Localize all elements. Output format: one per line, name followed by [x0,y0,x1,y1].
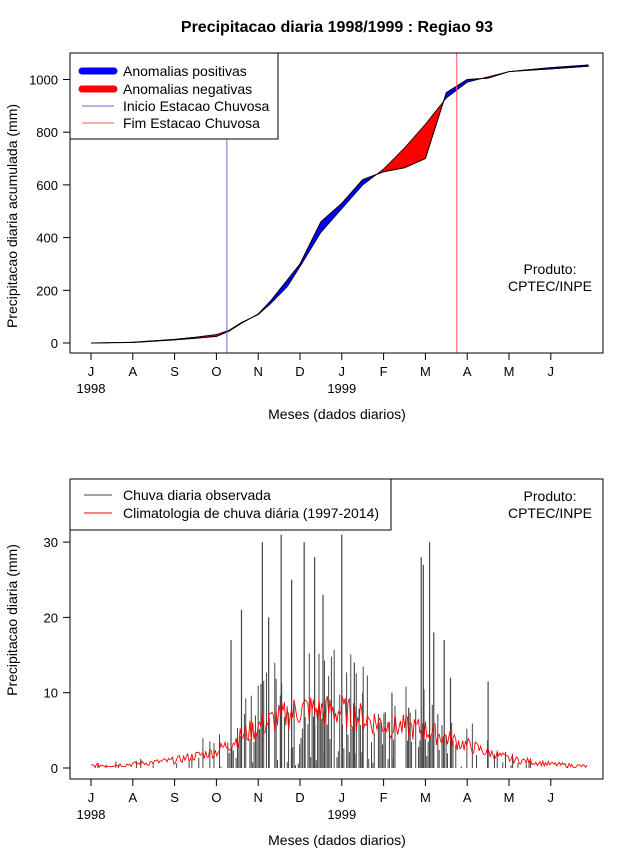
daily-rain-chart: 0 10 20 30 J A S O N D J F M A M J 1998 1999 Meses (dado… [4,478,604,848]
x-tick-label: A [128,790,137,805]
legend-top: Anomalias positivas Anomalias negativas … [69,52,279,140]
year-label: 1998 [77,381,106,396]
climatology-cumulative-line [90,65,589,344]
year-label: 1998 [77,807,106,822]
product-source-bottom: CPTEC/INPE [508,505,592,521]
product-source-top: CPTEC/INPE [508,278,592,294]
y-tick-label: 0 [51,761,58,776]
climatology-daily-line [90,695,588,769]
x-tick-label: N [254,790,263,805]
legend-bottom: Chuva diaria observada Climatologia de c… [69,478,392,531]
year-label: 1999 [327,381,356,396]
x-tick-label: J [548,790,555,805]
x-tick-label: D [295,790,304,805]
legend-box [69,52,279,140]
x-tick-label: J [88,364,95,379]
x-tick-label: J [88,790,95,805]
legend-end: Fim Estacao Chuvosa [123,115,260,131]
cumulative-chart: 0 200 400 600 800 1000 J A S O N D J F M A M J 1998 1999 M… [4,52,604,422]
x-tick-label: O [211,790,221,805]
x-tick-label: J [548,364,555,379]
y-tick-label: 30 [44,535,58,550]
y-tick-label: 20 [44,610,58,625]
chart-title: Precipitacao diaria 1998/1999 : Regiao 9… [181,19,493,36]
x-tick-label: F [380,364,388,379]
y-tick-label: 800 [36,125,58,140]
y-tick-label: 0 [51,336,58,351]
x-tick-label: A [463,790,472,805]
y-tick-label: 200 [36,283,58,298]
product-label-bottom: Produto: [524,488,577,504]
x-tick-label: M [504,364,515,379]
x-tick-label: A [128,364,137,379]
x-tick-label: J [339,364,346,379]
x-tick-label: O [211,364,221,379]
legend-start: Inicio Estacao Chuvosa [123,98,270,114]
legend-box [69,478,392,531]
x-axis-label-bottom: Meses (dados diarios) [268,832,406,848]
y-tick-label: 400 [36,231,58,246]
x-tick-label: M [420,790,431,805]
y-tick-label: 600 [36,178,58,193]
y-tick-label: 1000 [29,73,58,88]
legend-observed: Chuva diaria observada [123,487,271,503]
x-tick-label: A [463,364,472,379]
x-tick-label: D [295,364,304,379]
x-tick-label: F [380,790,388,805]
x-tick-label: S [170,790,179,805]
product-label-top: Produto: [524,261,577,277]
legend-positive: Anomalias positivas [123,63,247,79]
x-tick-label: N [254,364,263,379]
x-tick-label: M [420,364,431,379]
y-axis-label-top: Precipitacao diaria acumulada (mm) [4,104,20,328]
x-tick-label: M [504,790,515,805]
x-tick-label: J [339,790,346,805]
y-tick-label: 10 [44,686,58,701]
y-axis-label-bottom: Precipitacao diaria (mm) [4,544,20,696]
x-axis-label-top: Meses (dados diarios) [268,406,406,422]
x-tick-label: S [170,364,179,379]
legend-negative: Anomalias negativas [123,81,252,97]
year-label: 1999 [327,807,356,822]
legend-climatology: Climatologia de chuva diária (1997-2014) [123,505,379,521]
observed-cumulative-line [90,64,589,344]
